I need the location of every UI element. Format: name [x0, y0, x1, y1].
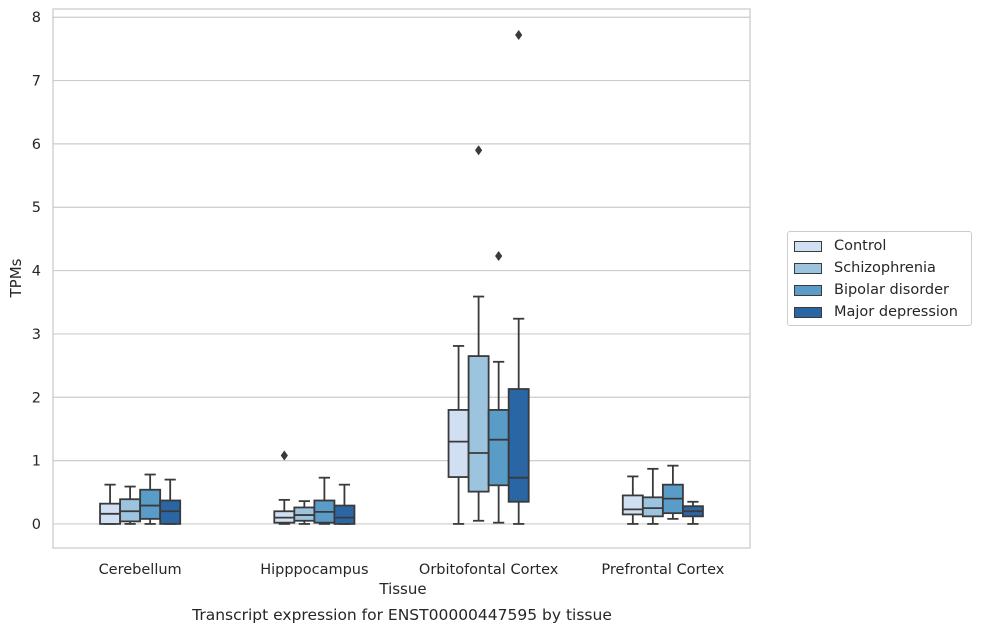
- iqr-box: [467, 355, 490, 493]
- iqr-box: [641, 496, 664, 518]
- box: [99, 483, 121, 525]
- box: [507, 29, 530, 525]
- box: [139, 473, 162, 525]
- legend-label-control: Control: [834, 238, 887, 254]
- legend-label-schizophrenia: Schizophrenia: [834, 260, 936, 276]
- box: [159, 478, 182, 525]
- box: [333, 483, 356, 525]
- legend-item-schizophrenia: Schizophrenia: [794, 258, 936, 278]
- outlier-point: [515, 29, 523, 40]
- iqr-box: [447, 409, 470, 478]
- y-tick-label: 0: [32, 517, 41, 533]
- outlier-point: [475, 145, 483, 156]
- iqr-box: [159, 499, 182, 525]
- outlier-point: [280, 450, 288, 461]
- box: [273, 450, 296, 525]
- box-group: [99, 29, 704, 525]
- x-tick-labels: Cerebellum Hipppocampus Orbitofontal Corte…: [99, 562, 725, 578]
- legend-label-major-depression: Major depression: [834, 304, 958, 320]
- y-tick-label: 7: [32, 74, 41, 90]
- y-tick-label: 2: [32, 390, 41, 406]
- legend-item-major-depression: Major depression: [794, 302, 958, 322]
- iqr-box: [487, 409, 510, 487]
- y-tick-label: 1: [32, 454, 41, 470]
- outlier-point: [495, 251, 503, 262]
- box: [313, 476, 336, 525]
- y-tick-label: 6: [32, 137, 41, 153]
- y-tick-label: 5: [32, 200, 41, 216]
- y-axis-title: TPMs: [7, 258, 25, 298]
- x-tick-label: Prefrontal Cortex: [601, 562, 724, 578]
- iqr-box: [507, 388, 530, 503]
- y-tick-label: 8: [32, 10, 41, 26]
- legend-item-bipolar-disorder: Bipolar disorder: [794, 280, 949, 300]
- x-tick-label: Orbitofontal Cortex: [419, 562, 559, 578]
- legend-label-bipolar-disorder: Bipolar disorder: [834, 282, 949, 298]
- plot-area: [52, 8, 751, 549]
- x-tick-label: Cerebellum: [99, 562, 182, 578]
- y-tick-label: 3: [32, 327, 41, 343]
- legend: Control Schizophrenia Bipolar disorder M…: [787, 231, 972, 326]
- legend-item-control: Control: [794, 236, 886, 256]
- iqr-box: [119, 498, 142, 523]
- chart-caption: Transcript expression for ENST0000044759…: [192, 606, 612, 624]
- x-axis-title: Tissue: [379, 580, 427, 598]
- iqr-box: [333, 504, 356, 525]
- y-tick-label: 4: [32, 264, 41, 280]
- legend-swatch-schizophrenia: [794, 262, 822, 274]
- legend-swatch-major-depression: [794, 306, 822, 318]
- y-tick-labels: 0 1 2 3 4 5 6 7 8: [32, 10, 41, 533]
- box: [661, 464, 684, 520]
- legend-swatch-bipolar-disorder: [794, 284, 822, 296]
- box: [682, 500, 704, 525]
- box: [119, 485, 142, 525]
- iqr-box: [621, 494, 644, 516]
- x-tick-label: Hipppocampus: [260, 562, 368, 578]
- iqr-box: [139, 488, 162, 520]
- iqr-box: [293, 506, 316, 522]
- legend-swatch-control: [794, 240, 822, 252]
